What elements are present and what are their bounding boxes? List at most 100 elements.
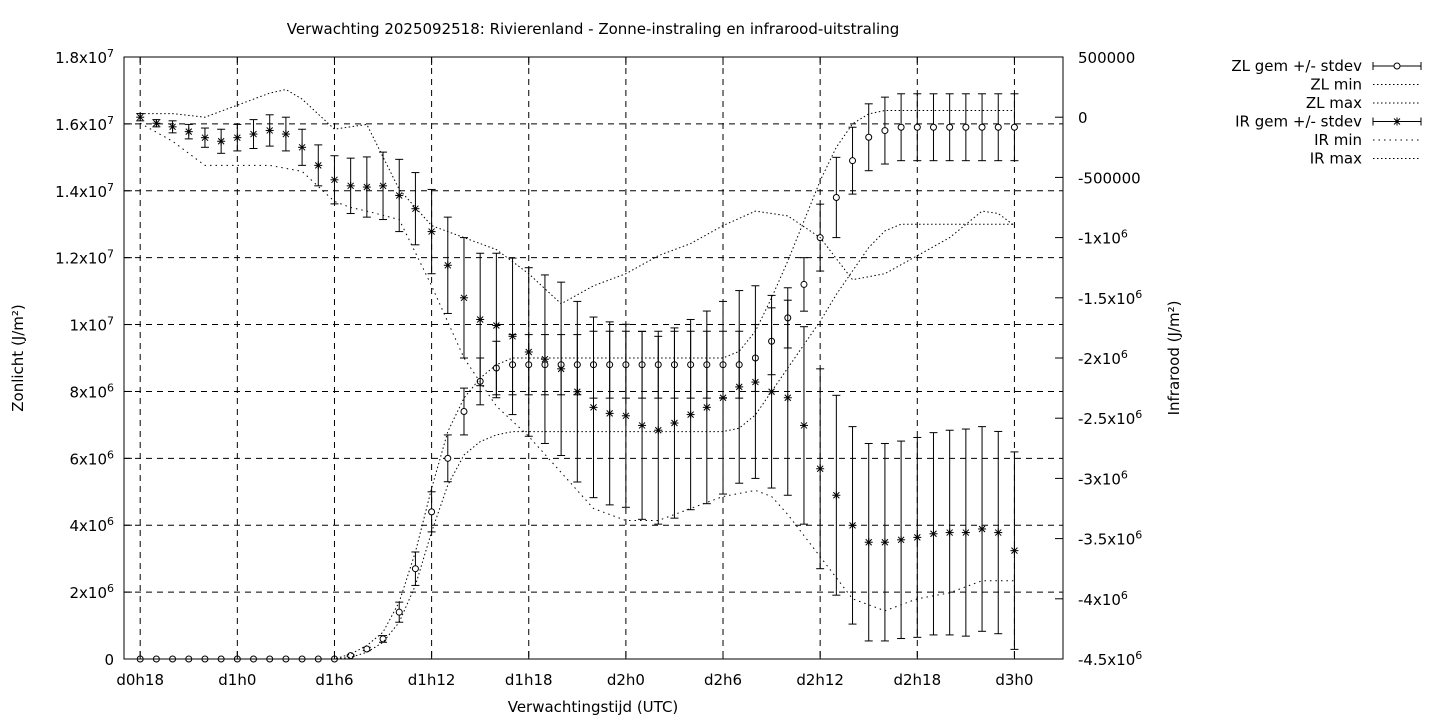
data-point [379,635,388,643]
y-right-tick-label-mantissa: -4.5x10 [1078,651,1135,669]
point-marker-star-d2 [816,465,824,473]
data-point [362,156,371,218]
y-axis-left: 02x1064x1066x1068x1061x1071.2x1071.4x107… [55,47,132,669]
data-point [880,442,889,642]
point-marker-circle [411,565,419,573]
data-point [217,128,226,154]
point-marker-star-d2 [201,134,209,142]
point-marker-star-d2 [930,530,937,538]
data-point [540,274,549,444]
point-marker-star-d2 [962,529,970,536]
y-left-tick-label-mantissa: 1x10 [69,317,107,335]
data-point [978,426,987,632]
point-marker-star-d2 [897,536,905,544]
data-point [573,300,582,483]
data-point [719,300,728,495]
legend-marker-star-d2 [1393,118,1401,125]
y-left-tick-label-exponent: 6 [107,448,114,461]
x-tick-label: d1h6 [315,671,353,689]
data-point [864,442,873,642]
data-point [508,257,517,416]
point-marker-star-d2 [250,130,257,138]
y-axis-right: 5000000-500000-1x106-1.5x106-2x106-2.5x1… [1055,49,1142,669]
y-left-tick-label: 1.6x107 [55,114,114,134]
y-left-tick-label-mantissa: 1.8x10 [55,49,107,67]
data-point [799,326,808,525]
y-right-tick-label-exponent: 6 [1135,408,1142,421]
point-marker-star-d2 [768,388,775,396]
point-marker-star-d2 [282,130,290,138]
data-point [978,93,987,162]
x-axis-label: Verwachtingstijd (UTC) [508,698,679,716]
point-marker-star-d2 [606,410,614,417]
y-right-tick-label-mantissa: -500000 [1078,169,1141,187]
legend-marker-circle [1393,62,1401,70]
y-left-tick-label: 8x106 [69,381,114,401]
data-point [945,429,954,636]
data-point [249,119,258,150]
x-tick-label: d3h0 [995,671,1033,689]
point-marker-circle [865,133,873,141]
point-marker-star-d2 [444,261,452,269]
point-marker-star-d2 [654,426,662,434]
y-right-tick-label-mantissa: 500000 [1078,49,1135,67]
y-left-tick-label: 1.8x107 [55,47,114,67]
data-point [702,310,711,505]
data-point [265,114,274,147]
data-point [767,294,776,489]
data-point [913,93,922,162]
legend-label: IR max [1310,150,1362,168]
y-left-tick-label-exponent: 7 [107,47,114,60]
data-point [298,128,307,166]
data-point [362,645,371,653]
y-left-tick-label-mantissa: 1.2x10 [55,250,107,268]
data-point [184,123,193,140]
point-marker-circle [832,193,840,201]
point-marker-star-d2 [800,422,808,429]
data-point [233,123,242,152]
point-marker-star-d2 [590,404,597,411]
x-tick-label: d2h12 [796,671,844,689]
y-left-tick-label-mantissa: 1.6x10 [55,116,107,134]
data-point [136,113,145,122]
point-marker-circle [1010,123,1018,131]
point-marker-star-d2 [266,127,274,134]
data-point [524,267,533,437]
point-marker-star-d2 [185,128,193,136]
y-left-tick-label: 1.2x107 [55,248,114,268]
legend-label: IR min [1314,131,1362,149]
x-tick-label: d1h0 [218,671,256,689]
point-marker-star-d2 [233,134,241,142]
point-marker-star-d2 [153,119,160,127]
y-right-tick-label-exponent: 6 [1121,589,1128,602]
data-point [200,127,209,148]
series-line [139,122,1015,612]
point-marker-star-d2 [298,143,306,151]
point-marker-star-d2 [849,522,856,529]
data-point [735,290,744,484]
point-marker-star-d2 [169,123,176,131]
data-point [346,157,355,215]
data-point [929,93,938,162]
y-right-tick-label-mantissa: -3.5x10 [1078,531,1135,549]
data-point [832,394,841,596]
y-left-tick-label-exponent: 6 [107,515,114,528]
data-point [897,440,906,640]
point-marker-circle [962,123,970,131]
data-point [379,151,388,221]
point-marker-star-d2 [735,383,743,391]
y-axis-label-right: Infrarood (J/m²) [1165,301,1183,416]
y-right-tick-label: -3x106 [1078,468,1128,488]
point-marker-star-d2 [687,411,694,418]
point-marker-star-d2 [832,491,840,499]
data-point [605,321,614,506]
data-point [897,93,906,162]
series-3 [136,113,1019,650]
data-point [994,430,1003,635]
y-right-tick-label-mantissa: -3x10 [1078,470,1121,488]
data-point [1010,93,1019,162]
point-marker-star-d2 [395,192,403,199]
y-axis-label-left: Zonlicht (J/m²) [9,304,27,412]
data-point [395,158,404,233]
data-point [913,436,922,638]
